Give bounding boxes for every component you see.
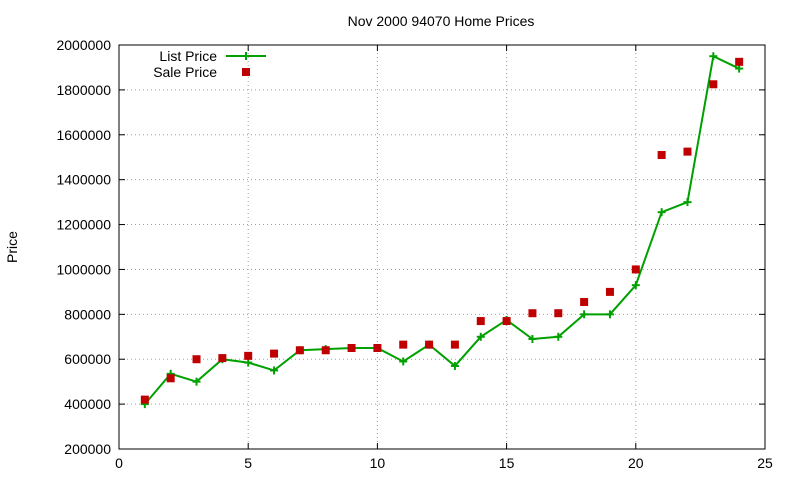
sale-price-point xyxy=(476,317,485,326)
grid xyxy=(119,45,765,449)
y-tick-label: 1600000 xyxy=(56,127,111,143)
y-tick-label: 400000 xyxy=(64,396,111,412)
list-price-point xyxy=(709,52,718,61)
sale-price-point xyxy=(244,351,253,360)
sale-price-point xyxy=(580,297,589,306)
sale-price-point xyxy=(373,344,382,352)
sale-price-point xyxy=(605,287,614,296)
sale-price-point xyxy=(270,349,279,358)
list-price-point xyxy=(450,361,459,370)
sale-price-series xyxy=(140,57,744,404)
list-price-legend-label: List Price xyxy=(159,48,217,64)
y-tick-label: 1400000 xyxy=(56,172,111,188)
plot-frame xyxy=(118,44,766,450)
sale-price-point xyxy=(218,354,227,363)
tick-labels: 0 5 10 15 20 25 200000 400000 600000 800000 100000… xyxy=(56,37,773,471)
sale-price-point xyxy=(709,80,718,89)
series-layer xyxy=(140,52,744,409)
list-price-point xyxy=(657,208,666,217)
sale-price-point xyxy=(295,346,304,355)
list-price-line xyxy=(144,54,740,405)
sale-price-point xyxy=(502,317,511,326)
y-tick-label: 600000 xyxy=(64,351,111,367)
sale-price-point xyxy=(735,57,744,66)
sale-price-point xyxy=(425,340,434,349)
sale-price-point xyxy=(140,395,149,404)
axis-ticks xyxy=(118,44,766,450)
y-tick-label: 2000000 xyxy=(56,37,111,53)
list-price-point xyxy=(735,64,744,73)
x-tick-label: 0 xyxy=(115,455,123,471)
y-tick-label: 1000000 xyxy=(56,261,111,277)
y-axis-label: Price xyxy=(4,231,20,263)
sale-price-legend-marker xyxy=(242,68,250,76)
x-tick-label: 10 xyxy=(370,455,386,471)
sale-price-point xyxy=(192,355,201,364)
sale-price-point xyxy=(347,344,356,352)
sale-price-point xyxy=(450,340,459,349)
list-price-point xyxy=(580,310,589,319)
sale-price-point xyxy=(683,147,692,156)
x-tick-label: 5 xyxy=(244,455,252,471)
list-price-legend-marker xyxy=(242,52,250,60)
y-tick-label: 800000 xyxy=(64,306,111,322)
y-tick-label: 1800000 xyxy=(56,82,111,98)
sale-price-point xyxy=(657,150,666,159)
list-price-point xyxy=(192,377,201,386)
sale-price-point xyxy=(631,265,640,274)
list-price-point xyxy=(270,366,279,375)
sale-price-point xyxy=(166,374,175,383)
x-tick-label: 15 xyxy=(499,455,515,471)
list-price-point xyxy=(554,332,563,341)
list-price-point xyxy=(476,332,485,341)
list-price-point xyxy=(631,281,640,290)
chart-title: Nov 2000 94070 Home Prices xyxy=(348,13,535,29)
x-tick-label: 25 xyxy=(757,455,773,471)
sale-price-point xyxy=(321,346,330,355)
sale-price-point xyxy=(528,309,537,318)
list-price-point xyxy=(399,357,408,366)
y-tick-label: 1200000 xyxy=(56,217,111,233)
list-price-point xyxy=(244,358,253,367)
x-tick-label: 20 xyxy=(628,455,644,471)
sale-price-point xyxy=(554,309,563,318)
y-tick-label: 200000 xyxy=(64,441,111,457)
sale-price-point xyxy=(399,340,408,349)
sale-price-legend-label: Sale Price xyxy=(153,64,217,80)
list-price-point xyxy=(528,335,537,344)
list-price-point xyxy=(683,198,692,207)
list-price-series xyxy=(140,52,744,409)
list-price-point xyxy=(605,310,614,319)
